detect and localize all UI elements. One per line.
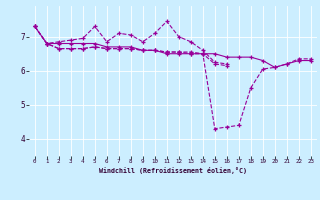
X-axis label: Windchill (Refroidissement éolien,°C): Windchill (Refroidissement éolien,°C) xyxy=(99,167,247,174)
